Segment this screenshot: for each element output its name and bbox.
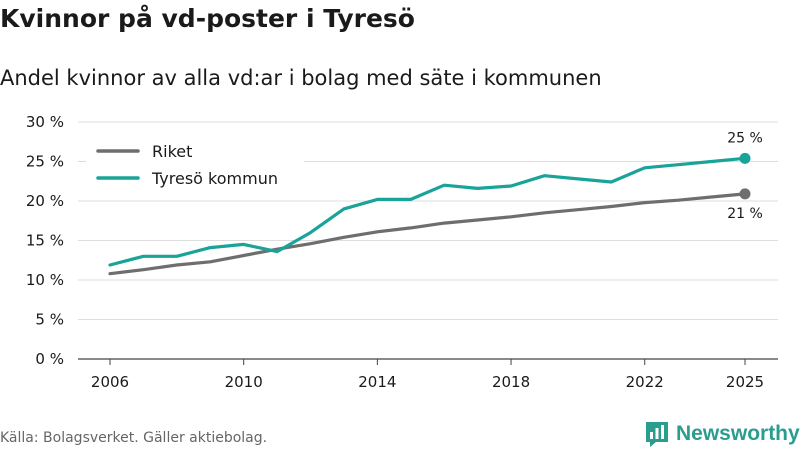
legend-label: Tyresö kommun bbox=[151, 169, 278, 188]
y-tick-label: 0 % bbox=[35, 350, 64, 368]
y-tick-label: 20 % bbox=[26, 192, 64, 210]
x-axis-ticks: 2006 2010 2014 2018 2022 2025 bbox=[91, 359, 764, 391]
series-line-tyreso bbox=[108, 156, 747, 267]
source-note: Källa: Bolagsverket. Gäller aktiebolag. bbox=[0, 430, 268, 446]
legend: Riket Tyresö kommun bbox=[86, 134, 304, 194]
end-value-label: 25 % bbox=[727, 130, 763, 146]
end-value-label: 21 % bbox=[727, 206, 763, 222]
series-lines bbox=[108, 152, 751, 276]
chart-subtitle: Andel kvinnor av alla vd:ar i bolag med … bbox=[0, 66, 602, 90]
bar-chart-logo-icon bbox=[646, 422, 668, 447]
end-point bbox=[739, 152, 751, 164]
brand-logo[interactable]: Newsworthy bbox=[644, 420, 800, 448]
brand-name: Newsworthy bbox=[676, 422, 800, 445]
chart-title: Kvinnor på vd-poster i Tyresö bbox=[0, 4, 415, 33]
y-tick-label: 10 % bbox=[26, 271, 64, 289]
x-tick-label: 2018 bbox=[492, 373, 530, 391]
end-labels: 21 % 25 % bbox=[727, 130, 763, 222]
y-axis-ticks: 0 % 5 % 10 % 15 % 20 % 25 % 30 % bbox=[26, 113, 64, 368]
end-point bbox=[739, 188, 751, 200]
y-tick-label: 30 % bbox=[26, 113, 64, 131]
x-tick-label: 2022 bbox=[626, 373, 664, 391]
y-tick-label: 5 % bbox=[35, 311, 64, 329]
x-tick-label: 2014 bbox=[358, 373, 396, 391]
x-tick-label: 2025 bbox=[726, 373, 764, 391]
x-tick-label: 2006 bbox=[91, 373, 129, 391]
series-line-riket bbox=[108, 192, 747, 276]
x-tick-label: 2010 bbox=[225, 373, 263, 391]
legend-label: Riket bbox=[152, 142, 192, 161]
legend-background bbox=[86, 134, 304, 194]
y-tick-label: 15 % bbox=[26, 232, 64, 250]
y-tick-label: 25 % bbox=[26, 153, 64, 171]
